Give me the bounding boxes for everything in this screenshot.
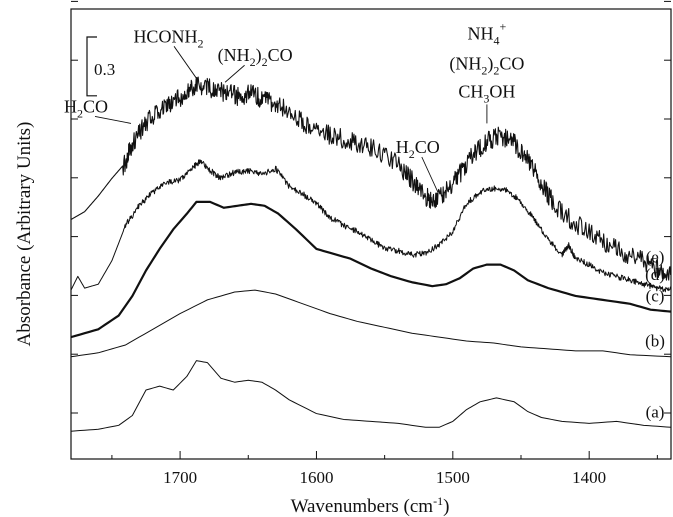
series-label: (c) [646, 287, 665, 306]
series-line-b [70, 289, 672, 358]
annotation-hconh2: HCONH2 [133, 26, 203, 50]
annotation-leader [173, 46, 197, 79]
series-label: (e) [646, 247, 665, 266]
peak-annotations: H2CO HCONH2 (NH2)2CO H2CO NH4+ (NH2)2CO CH3OH [64, 19, 524, 193]
series-label: (b) [645, 332, 665, 351]
scale-bar-bracket [86, 36, 97, 97]
spectra-series [70, 76, 672, 432]
annotation-leader [421, 156, 439, 193]
series-label: (a) [646, 402, 665, 421]
series-line-d [70, 159, 672, 293]
annotation-ch3oh: CH3OH [458, 81, 515, 105]
x-axis-title: Wavenumbers (cm-1) [291, 494, 450, 517]
scale-bar: 0.3 [86, 36, 115, 97]
annotation-nh22co_right: (NH2)2CO [449, 53, 524, 77]
annotation-nh4: NH4+ [468, 19, 507, 47]
x-tick-label: 1400 [572, 468, 606, 487]
annotation-h2co_left: H2CO [64, 96, 108, 120]
annotation-leader [224, 64, 245, 83]
annotation-leader [94, 115, 132, 124]
x-tick-label: 1600 [299, 468, 333, 487]
x-tick-label: 1700 [163, 468, 197, 487]
annotation-nh22co_top: (NH2)2CO [218, 45, 293, 69]
y-axis-title: Absorbance (Arbitrary Units) [14, 122, 35, 347]
series-labels: (a) (b) (c) (d)(e) [645, 247, 665, 421]
series-label: (d) [645, 265, 665, 284]
series-line-e [70, 76, 672, 281]
annotation-h2co_right: H2CO [396, 137, 440, 161]
x-tick-label: 1500 [436, 468, 470, 487]
axis-ticks: 1700 1600 1500 1400 [71, 0, 671, 487]
plot-frame [70, 8, 672, 460]
series-line-c [70, 200, 672, 339]
series-line-a [70, 360, 672, 432]
scale-bar-label: 0.3 [94, 60, 115, 79]
